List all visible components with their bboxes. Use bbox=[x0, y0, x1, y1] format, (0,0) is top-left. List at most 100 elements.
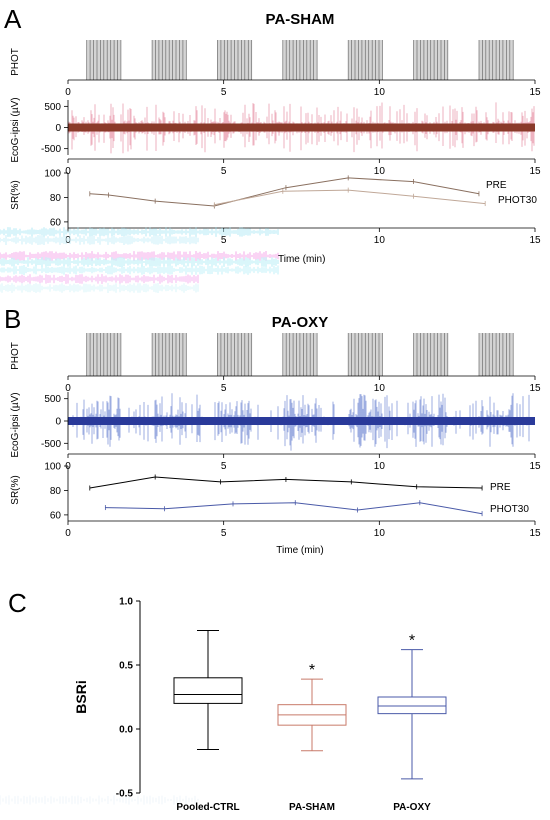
panel-b-letter: B bbox=[4, 304, 21, 334]
panel-b: B PA-OXY PHOT 0 5 10 15 EcoG-ipsi (µV) 5000… bbox=[4, 304, 541, 556]
sr-ytick-label-0: 100 bbox=[44, 169, 61, 180]
phot-block-lines-3 bbox=[282, 40, 318, 80]
c-scan-artifact bbox=[0, 795, 199, 805]
ecog-ytick-label-0: 500 bbox=[44, 102, 61, 113]
artifact-band-1 bbox=[0, 235, 199, 245]
b-sr-plot: 100 80 600 5 10 15 bbox=[44, 462, 541, 540]
a-scan-artifact bbox=[0, 227, 279, 293]
ecog-xtick-label-3: 15 bbox=[529, 166, 541, 177]
sr-ytick-label-2: 60 bbox=[50, 217, 62, 228]
ecog-baseline-band bbox=[68, 123, 535, 132]
b-phot-blocks bbox=[86, 333, 514, 376]
phot-xtick-label-1: 5 bbox=[221, 383, 227, 394]
panel-a-title: PA-SHAM bbox=[266, 11, 335, 28]
sr-line-phot30 bbox=[214, 189, 486, 206]
a-phot-xticks: 0 5 10 15 bbox=[65, 80, 541, 98]
b-phot-xticks: 0 5 10 15 bbox=[65, 376, 541, 394]
sr-line-phot30 bbox=[105, 502, 483, 515]
panel-c: C BSRi 1.0 0.5 0.0 -0.5 Pooled-CTRL PA-SHAM * P… bbox=[0, 588, 447, 813]
phot-block-lines-0 bbox=[86, 40, 122, 80]
ecog-xtick-label-1: 5 bbox=[221, 461, 227, 472]
ecog-ytick-label-2: -500 bbox=[41, 439, 61, 450]
artifact-band-5 bbox=[0, 274, 199, 284]
a-ecog-axes: 500 0 -500 0 5 10 15 bbox=[41, 100, 541, 177]
b-phot-ylabel: PHOT bbox=[10, 342, 21, 370]
panel-a-letter: A bbox=[4, 4, 22, 34]
box-significance-pa-oxy: * bbox=[409, 633, 415, 650]
a-sr-plot: 100 80 60 0 5 10 15 bbox=[44, 169, 541, 247]
artifact-band-6 bbox=[0, 283, 199, 293]
ecog-baseline-band bbox=[68, 417, 535, 425]
panel-b-title: PA-OXY bbox=[272, 314, 328, 331]
c-artifact-band bbox=[0, 795, 199, 805]
panel-a: A PA-SHAM PHOT 0 5 10 15 EcoG-ipsi (µV) 500… bbox=[0, 4, 541, 293]
a-sr-pre-label: PRE bbox=[486, 180, 507, 191]
ecog-ytick-label-1: 0 bbox=[55, 417, 61, 428]
c-ytick-label-2: 0.0 bbox=[119, 725, 133, 736]
phot-xtick-label-3: 15 bbox=[529, 383, 541, 394]
phot-xtick-label-0: 0 bbox=[65, 87, 71, 98]
phot-block-lines-1 bbox=[151, 40, 187, 80]
box-label-pa-oxy: PA-OXY bbox=[393, 802, 431, 813]
sr-xtick-label-2: 10 bbox=[374, 528, 386, 539]
a-ecog-ylabel: EcoG-ipsi (µV) bbox=[10, 97, 21, 162]
box-label-pa-sham: PA-SHAM bbox=[289, 802, 335, 813]
c-ytick-label-1: 0.5 bbox=[119, 661, 133, 672]
phot-xtick-label-0: 0 bbox=[65, 383, 71, 394]
a-time-label: Time (min) bbox=[278, 254, 325, 265]
b-sr-pre-label: PRE bbox=[490, 482, 511, 493]
a-sr-ylabel: SR(%) bbox=[10, 180, 21, 209]
ecog-ytick-label-2: -500 bbox=[41, 144, 61, 155]
sr-xtick-label-1: 5 bbox=[221, 235, 227, 246]
sr-xtick-label-2: 10 bbox=[374, 235, 386, 246]
artifact-band-0 bbox=[0, 227, 279, 237]
ecog-xtick-label-2: 10 bbox=[374, 166, 386, 177]
sr-ytick-label-0: 100 bbox=[44, 462, 61, 473]
artifact-band-4 bbox=[0, 265, 279, 275]
ecog-xtick-label-0: 0 bbox=[65, 166, 71, 177]
a-phot-blocks bbox=[86, 40, 514, 80]
artifact-band-2 bbox=[0, 251, 279, 261]
ecog-ytick-label-0: 500 bbox=[44, 394, 61, 405]
box-significance-pa-sham: * bbox=[309, 662, 315, 679]
phot-block-lines-3 bbox=[282, 333, 318, 376]
box-iqr-pooled-ctrl bbox=[173, 677, 243, 704]
sr-xtick-label-1: 5 bbox=[221, 528, 227, 539]
sr-xtick-label-0: 0 bbox=[65, 528, 71, 539]
phot-block-lines-0 bbox=[86, 333, 122, 376]
a-sr-phot30-label: PHOT30 bbox=[498, 195, 537, 206]
sr-ytick-label-1: 80 bbox=[50, 486, 62, 497]
phot-block-lines-1 bbox=[151, 333, 187, 376]
sr-line-pre bbox=[89, 177, 480, 207]
c-ytick-label-0: 1.0 bbox=[119, 597, 133, 608]
c-ylabel: BSRi bbox=[73, 680, 89, 713]
panel-c-letter: C bbox=[8, 588, 27, 618]
b-time-label: Time (min) bbox=[276, 545, 323, 556]
b-ecog-trace bbox=[67, 393, 535, 451]
ecog-ytick-label-1: 0 bbox=[55, 123, 61, 134]
phot-xtick-label-1: 5 bbox=[221, 87, 227, 98]
sr-ytick-label-1: 80 bbox=[50, 193, 62, 204]
c-boxplot: 1.0 0.5 0.0 -0.5 Pooled-CTRL PA-SHAM * PA-OXY * bbox=[116, 597, 447, 813]
a-ecog-trace bbox=[67, 102, 535, 154]
b-ecog-ylabel: EcoG-ipsi (µV) bbox=[10, 392, 21, 457]
phot-xtick-label-2: 10 bbox=[374, 87, 386, 98]
phot-block-lines-6 bbox=[478, 40, 514, 80]
phot-xtick-label-2: 10 bbox=[374, 383, 386, 394]
ecog-xtick-label-1: 5 bbox=[221, 166, 227, 177]
box-iqr-pa-oxy bbox=[377, 696, 447, 715]
sr-ytick-label-2: 60 bbox=[50, 510, 62, 521]
phot-block-lines-5 bbox=[413, 40, 449, 80]
phot-block-lines-4 bbox=[347, 333, 383, 376]
c-ytick-label-3: -0.5 bbox=[116, 789, 134, 800]
b-sr-phot30-label: PHOT30 bbox=[490, 504, 529, 515]
phot-block-lines-4 bbox=[347, 40, 383, 80]
box-label-pooled-ctrl: Pooled-CTRL bbox=[176, 802, 239, 813]
phot-xtick-label-3: 15 bbox=[529, 87, 541, 98]
sr-xtick-label-3: 15 bbox=[529, 235, 541, 246]
a-phot-ylabel: PHOT bbox=[10, 48, 21, 76]
phot-block-lines-5 bbox=[413, 333, 449, 376]
ecog-xtick-label-2: 10 bbox=[374, 461, 386, 472]
artifact-band-3 bbox=[0, 257, 279, 267]
sr-xtick-label-3: 15 bbox=[529, 528, 541, 539]
